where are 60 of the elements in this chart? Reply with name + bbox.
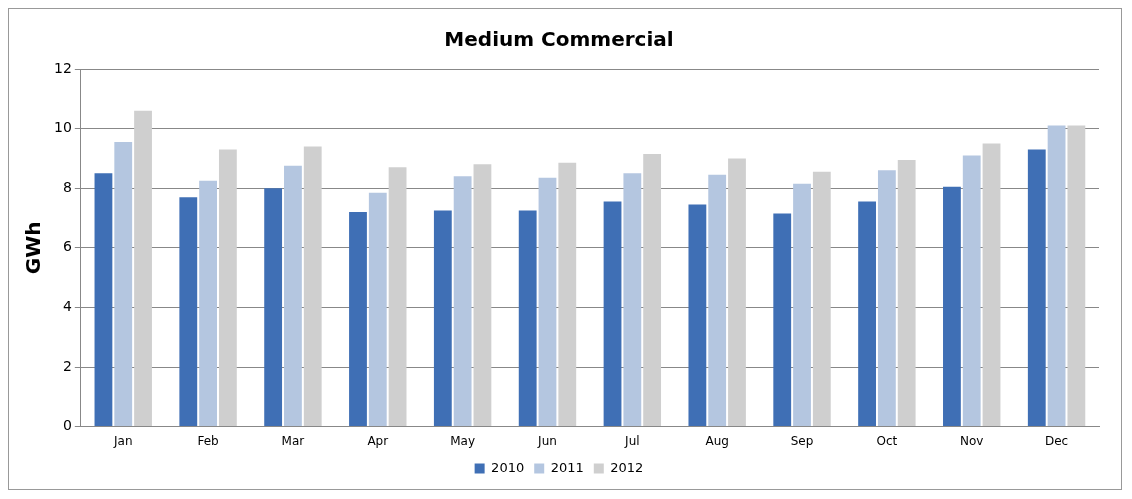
y-axis-title: GWh	[21, 221, 46, 275]
bar	[114, 142, 133, 427]
bar	[558, 162, 577, 427]
y-tick-label: 10	[53, 119, 72, 136]
bar	[897, 159, 916, 427]
y-tick-label: 6	[62, 238, 72, 255]
x-tick-label: Nov	[960, 433, 984, 448]
y-tick-label: 4	[62, 298, 72, 315]
bar	[368, 192, 387, 427]
bar	[943, 186, 961, 427]
chart-title: Medium Commercial	[444, 27, 674, 52]
x-tick-label: Aug	[705, 433, 729, 448]
bar	[538, 177, 557, 427]
bar	[388, 167, 407, 427]
x-tick-label: Oct	[876, 433, 898, 448]
bar	[773, 213, 792, 427]
bar	[962, 155, 981, 427]
bar	[643, 153, 662, 427]
y-tick-label: 8	[62, 178, 72, 195]
bar	[877, 170, 896, 427]
x-tick-label: Apr	[367, 433, 389, 448]
bar	[1067, 125, 1086, 427]
bar	[179, 197, 198, 427]
bar	[708, 174, 727, 427]
bar	[982, 143, 1001, 427]
y-tick-label: 2	[62, 357, 72, 374]
x-tick-label: Jul	[624, 433, 640, 448]
bar	[623, 173, 642, 427]
bar	[264, 188, 283, 427]
bar	[433, 210, 452, 427]
bar	[1027, 149, 1046, 427]
x-tick-label: Dec	[1044, 433, 1069, 448]
legend-label: 2011	[550, 459, 584, 475]
bar	[1047, 125, 1066, 427]
bar	[793, 183, 811, 427]
bar	[473, 164, 492, 427]
bar	[303, 146, 322, 427]
bar	[518, 210, 537, 427]
x-tick-label: Jun	[537, 433, 557, 448]
x-tick-label: Sep	[790, 433, 814, 448]
legend-label: 2012	[610, 459, 644, 475]
bar	[603, 201, 622, 427]
bar	[349, 212, 367, 427]
bar	[284, 165, 302, 427]
y-tick-label: 12	[53, 59, 72, 76]
bar	[688, 204, 707, 427]
bar	[199, 180, 217, 427]
bar	[858, 201, 876, 427]
legend-label: 2010	[491, 459, 525, 475]
bar	[134, 110, 152, 427]
bar	[812, 171, 831, 427]
x-tick-label: May	[450, 433, 476, 448]
bar	[218, 149, 237, 427]
bar	[94, 173, 113, 427]
bar	[728, 158, 746, 427]
x-tick-label: Jan	[112, 433, 133, 448]
x-tick-label: Mar	[281, 433, 305, 448]
x-tick-label: Feb	[197, 433, 219, 448]
bar	[453, 176, 472, 427]
y-tick-label: 0	[62, 417, 72, 434]
